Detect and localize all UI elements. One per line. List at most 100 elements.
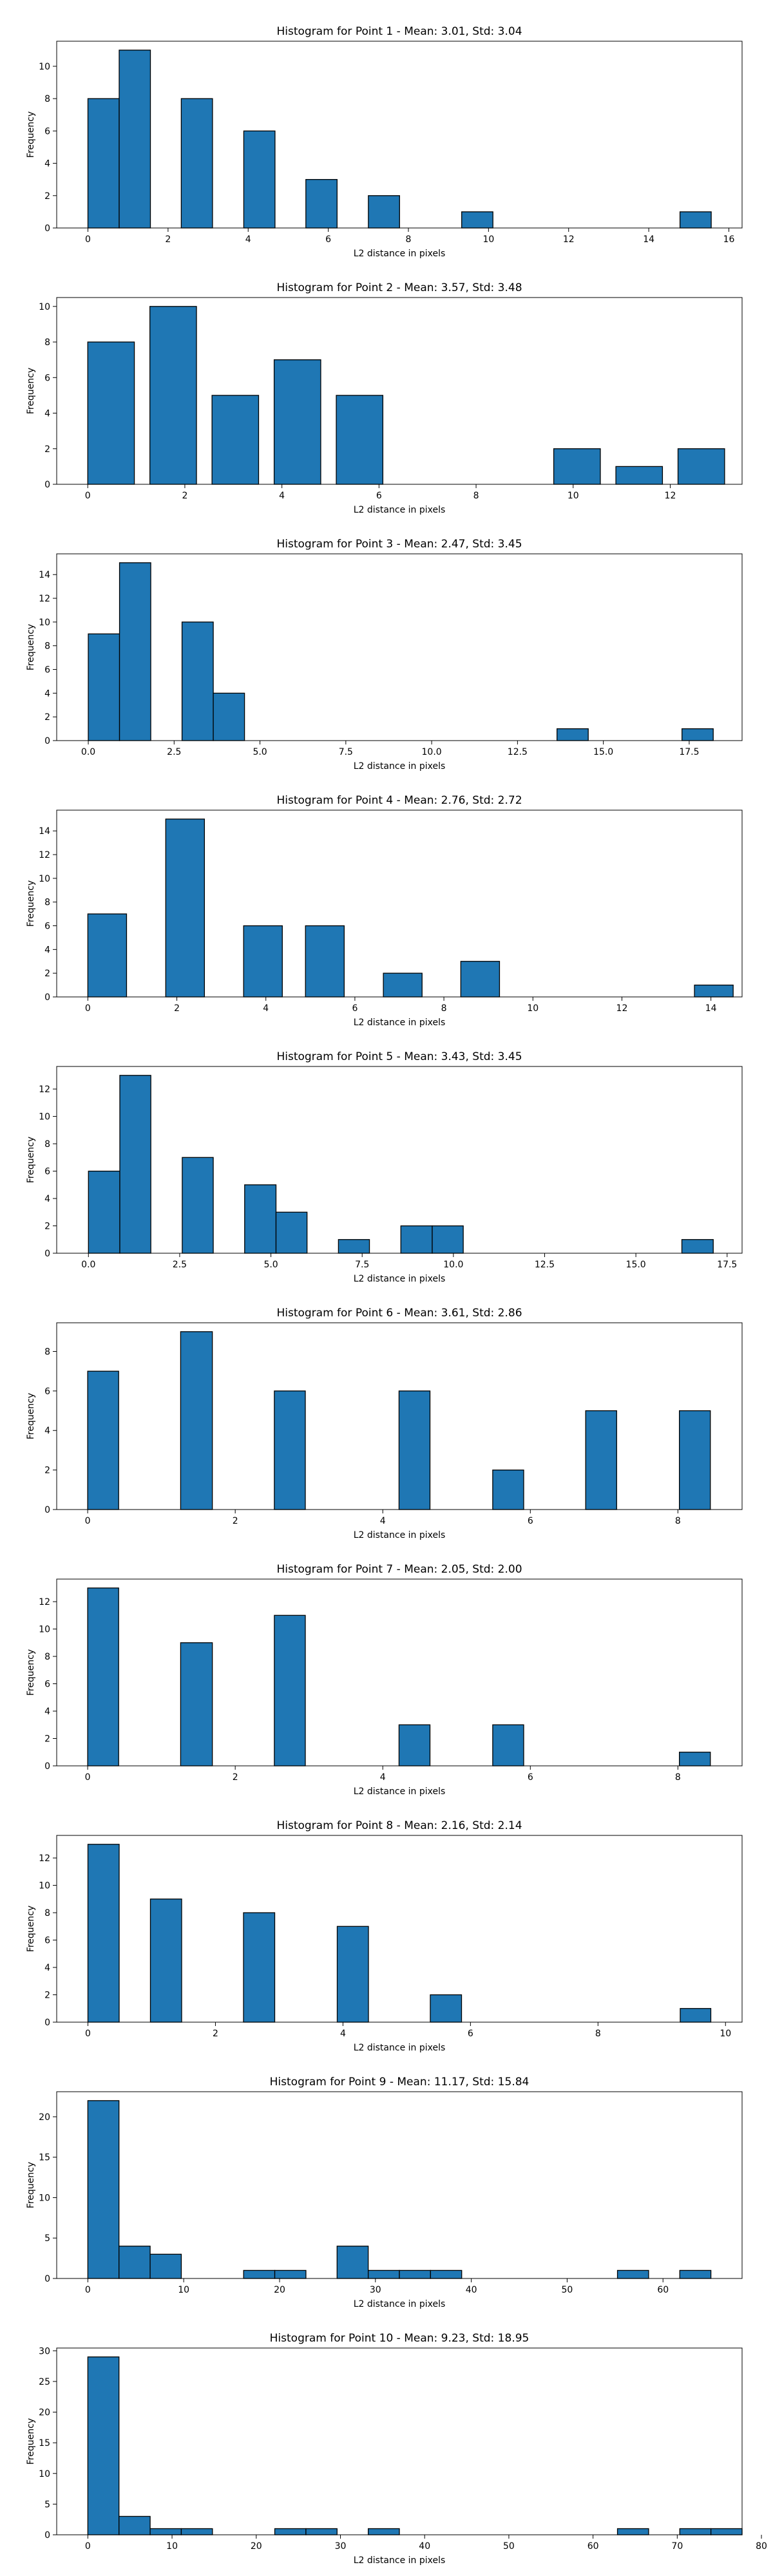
histogram-bar [461, 211, 493, 229]
y-tick-label: 0 [44, 1505, 50, 1515]
x-axis-label: L2 distance in pixels [354, 1530, 446, 1540]
histogram-bar [679, 211, 712, 229]
x-tick-label: 8 [441, 1003, 447, 1014]
y-tick-label: 5 [44, 2233, 50, 2244]
histogram-bar [213, 692, 245, 741]
x-tick-label: 0.0 [81, 1260, 95, 1270]
histogram-bar [274, 2528, 307, 2535]
x-tick-label: 10 [527, 1003, 539, 1014]
x-tick-label: 7.5 [339, 747, 353, 757]
y-axis-label: Frequency [26, 2162, 36, 2208]
y-tick-label: 8 [44, 898, 50, 908]
y-tick-label: 6 [44, 922, 50, 932]
histogram-bar [616, 2528, 649, 2535]
x-tick-label: 10 [178, 2285, 189, 2295]
histogram-bar [336, 1926, 369, 2023]
y-tick-label: 2 [44, 444, 50, 455]
y-tick-label: 8 [44, 641, 50, 652]
x-tick-label: 17.5 [717, 1260, 737, 1270]
histogram-bar [180, 98, 213, 229]
histogram-bar [243, 130, 276, 229]
histogram-panel-1: Histogram for Point 1 - Mean: 3.01, Std:… [26, 25, 743, 259]
x-axis-label: L2 distance in pixels [354, 1274, 446, 1284]
histogram-bar [87, 913, 128, 998]
y-tick-label: 0 [44, 1249, 50, 1259]
x-tick-label: 10 [568, 491, 579, 501]
x-tick-label: 6 [528, 1516, 533, 1526]
histogram-bar [367, 2269, 400, 2279]
histogram-bar [87, 1370, 119, 1510]
histogram-bar [87, 2356, 120, 2535]
histogram-bar [336, 2246, 369, 2279]
x-tick-label: 2.5 [167, 747, 181, 757]
histogram-bar [87, 2100, 120, 2279]
y-tick-label: 5 [44, 2499, 50, 2510]
histogram-bar [679, 2269, 712, 2279]
plot-frame [56, 1835, 743, 2023]
y-tick-label: 30 [39, 2346, 50, 2356]
x-tick-label: 12 [616, 1003, 628, 1014]
x-tick-label: 10 [482, 234, 494, 245]
y-tick-label: 0 [44, 223, 50, 234]
y-tick-label: 4 [44, 1963, 50, 1973]
histogram-bar [275, 1211, 308, 1254]
histogram-bar [460, 961, 501, 998]
y-tick-label: 14 [39, 826, 50, 837]
x-tick-label: 4 [279, 491, 285, 501]
chart-title: Histogram for Point 9 - Mean: 11.17, Std… [270, 2076, 530, 2088]
x-tick-label: 2.5 [173, 1260, 187, 1270]
y-tick-label: 15 [39, 2153, 50, 2163]
x-tick-label: 2 [213, 2029, 218, 2039]
y-tick-label: 10 [39, 874, 50, 884]
histogram-bar [243, 925, 283, 998]
y-tick-label: 10 [39, 2469, 50, 2479]
x-tick-label: 20 [274, 2285, 285, 2295]
x-tick-label: 0 [85, 1516, 91, 1526]
histogram-bar [273, 359, 321, 485]
x-tick-label: 20 [251, 2541, 262, 2552]
histogram-bar [119, 50, 151, 229]
x-tick-label: 15.0 [593, 747, 613, 757]
histogram-bar [681, 1239, 714, 1254]
chart-title: Histogram for Point 1 - Mean: 3.01, Std:… [276, 25, 522, 38]
x-tick-label: 4 [340, 2029, 346, 2039]
histogram-bar [679, 1752, 711, 1766]
y-tick-label: 2 [44, 1466, 50, 1476]
histogram-bar [553, 448, 601, 485]
x-axis-label: L2 distance in pixels [354, 249, 446, 259]
y-tick-label: 8 [44, 1139, 50, 1150]
x-tick-label: 6 [352, 1003, 358, 1014]
histogram-bar [165, 819, 205, 998]
histogram-bar [244, 1184, 277, 1254]
histogram-bar [88, 1170, 120, 1254]
y-tick-label: 0 [44, 736, 50, 746]
histogram-bar [182, 1157, 214, 1254]
y-axis-label: Frequency [26, 1393, 36, 1439]
histogram-bar [492, 1724, 524, 1766]
histogram-bar [336, 395, 384, 485]
chart-title: Histogram for Point 10 - Mean: 9.23, Std… [270, 2332, 530, 2345]
histogram-bar [274, 1615, 306, 1766]
y-tick-label: 0 [44, 2530, 50, 2541]
histogram-bar [398, 1390, 431, 1510]
x-tick-label: 8 [675, 1772, 681, 1783]
x-tick-label: 2 [233, 1516, 238, 1526]
y-tick-label: 10 [39, 1112, 50, 1122]
y-tick-label: 4 [44, 688, 50, 699]
histogram-bar [305, 179, 338, 229]
x-tick-label: 16 [723, 234, 735, 245]
histogram-panel-8: Histogram for Point 8 - Mean: 2.16, Std:… [26, 1819, 743, 2053]
x-tick-label: 0 [85, 2541, 91, 2552]
x-tick-label: 2 [182, 491, 187, 501]
y-tick-label: 15 [39, 2438, 50, 2448]
histogram-bar [149, 306, 197, 485]
histogram-bar [432, 1225, 464, 1254]
histogram-bar [211, 395, 260, 485]
y-tick-label: 12 [39, 1597, 50, 1607]
plot-frame [56, 553, 743, 741]
y-tick-label: 6 [44, 373, 50, 383]
x-tick-label: 8 [675, 1516, 681, 1526]
y-tick-label: 8 [44, 1347, 50, 1357]
x-tick-label: 4 [245, 234, 251, 245]
